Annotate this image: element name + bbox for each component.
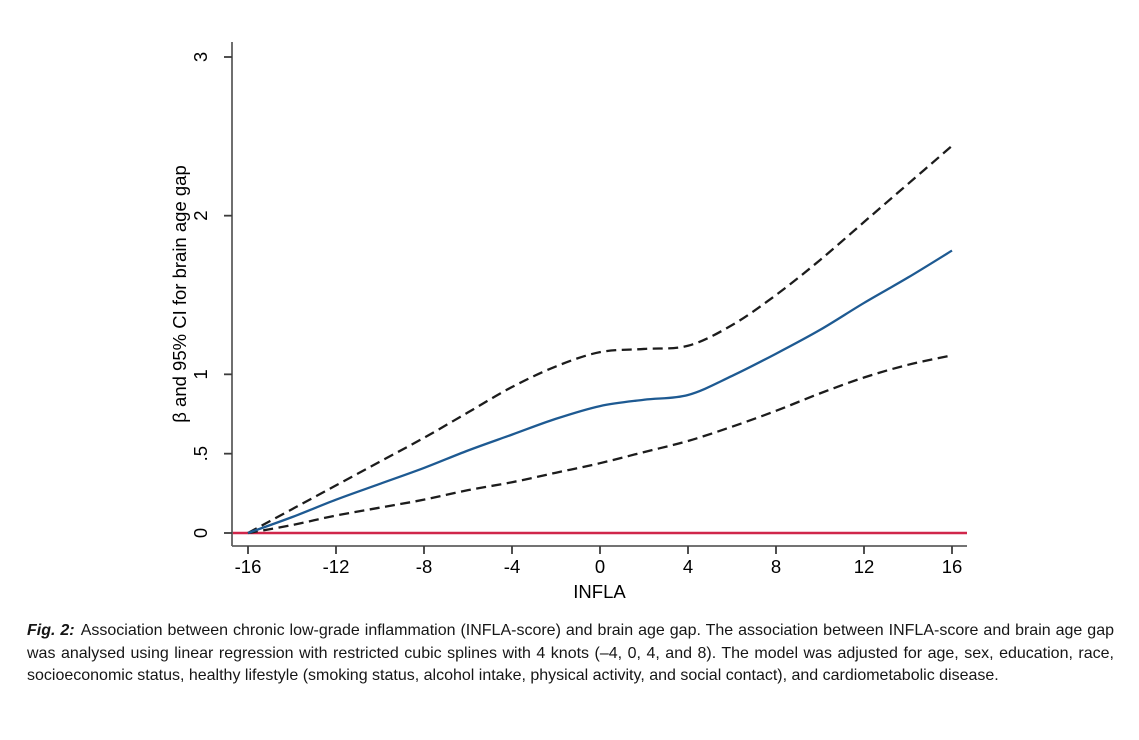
y-tick-label: .5 — [190, 446, 211, 461]
beta-line — [247, 249, 953, 535]
y-tick-label: 3 — [190, 52, 211, 62]
x-tick-label: 8 — [771, 556, 781, 577]
ci_lower-line — [247, 354, 953, 535]
x-tick-label: -16 — [235, 556, 262, 577]
x-tick-label: 16 — [942, 556, 963, 577]
x-tick-label: -4 — [504, 556, 520, 577]
x-tick-label: -8 — [416, 556, 432, 577]
y-axis-title: β and 95% CI for brain age gap — [169, 165, 190, 422]
y-tick-label: 2 — [190, 211, 211, 221]
figure-caption-text: Association between chronic low-grade in… — [27, 622, 1115, 685]
x-tick-label: 12 — [854, 556, 875, 577]
y-tick-label: 1 — [190, 369, 211, 379]
figure-caption: Fig. 2: Association between chronic low-… — [27, 620, 1114, 688]
ci_upper-line — [247, 144, 953, 535]
x-tick-label: 0 — [595, 556, 605, 577]
figure-caption-label: Fig. 2: — [27, 622, 75, 639]
x-tick-label: 4 — [683, 556, 693, 577]
y-tick-label: 0 — [190, 528, 211, 538]
x-tick-label: -12 — [323, 556, 350, 577]
x-axis-title: INFLA — [573, 581, 626, 602]
